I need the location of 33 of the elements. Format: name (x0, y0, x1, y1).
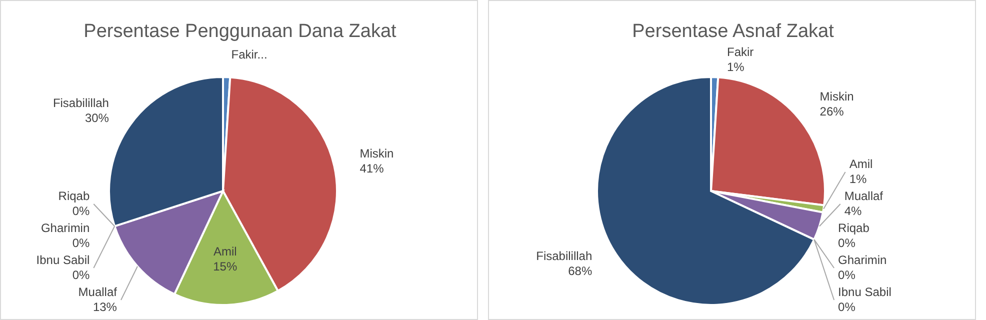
data-label: 68% (568, 264, 592, 278)
data-label: 26% (820, 104, 844, 118)
slice-label: Fisabilillah (536, 248, 592, 263)
slice-label: Miskin (360, 146, 394, 160)
data-label: 15% (213, 259, 238, 274)
text: 0% (72, 268, 90, 282)
text: 0% (72, 204, 90, 218)
data-label: 30% (84, 111, 110, 126)
data-label: 41% (360, 161, 384, 176)
category-label: Ibnu Sabil (838, 285, 892, 299)
slice-label: Fakir... (231, 48, 268, 62)
chart-title: Persentase Asnaf Zakat (632, 21, 835, 42)
text: 0% (838, 300, 856, 314)
legend-label: Gharimin (838, 253, 887, 267)
slice-label: Amil (849, 157, 873, 171)
text: 0% (838, 268, 856, 282)
slice-label: Miskin (820, 89, 854, 104)
text: 0% (838, 236, 856, 250)
data-label: 1% (727, 60, 745, 74)
data-label: 13% (92, 300, 118, 314)
category-label: Ibnu Sabil (36, 253, 90, 267)
slice-label: Muallaf (78, 285, 118, 299)
slice-label: Fisabilillah (52, 96, 109, 110)
slice-label: Muallaf (844, 189, 884, 203)
category-label: Gharimin (40, 221, 90, 235)
chart-title: Persentase Penggunaan Dana Zakat (84, 21, 398, 42)
slice-label: Amil (213, 244, 237, 258)
slice-label: Fakir (727, 45, 754, 59)
text: 0% (72, 236, 90, 250)
category-label: Riqab (838, 221, 870, 235)
category-label: Riqab (58, 189, 90, 203)
data-label: 4% (844, 204, 862, 218)
data-label: 1% (849, 172, 867, 186)
